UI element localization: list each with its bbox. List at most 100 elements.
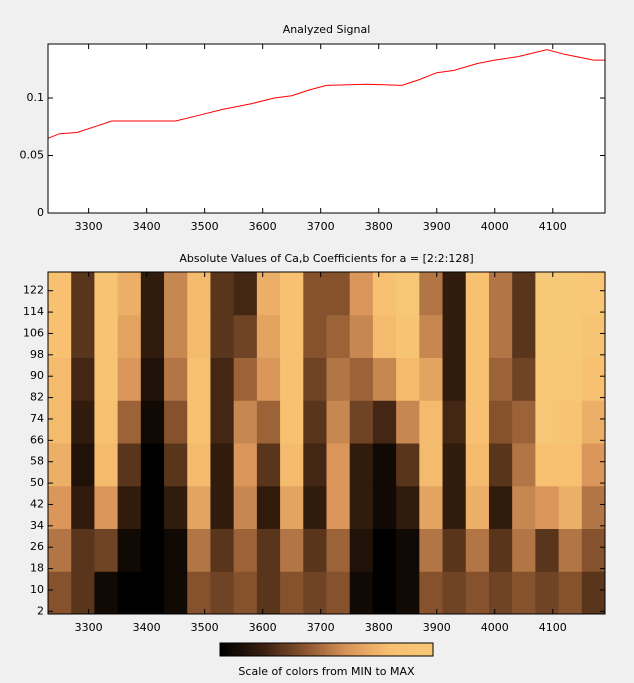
colorbar-swatch [386, 643, 391, 656]
heatmap-cell [140, 528, 165, 572]
heatmap-cell [488, 314, 513, 358]
signal-line [47, 49, 605, 139]
heatmap-cell [48, 485, 72, 529]
colorbar-swatch [343, 643, 347, 656]
heatmap-cell [372, 528, 397, 572]
heatmap-cell [372, 272, 397, 316]
heatmap-cell [117, 485, 142, 529]
heatmap-cell [465, 272, 490, 316]
heatmap-cell [94, 357, 119, 401]
colorbar-swatch [366, 643, 371, 656]
heatmap-cell [256, 571, 281, 615]
heatmap-cell [117, 314, 142, 358]
heatmap-cell [280, 357, 304, 401]
x-tick-label: 4000 [481, 621, 509, 634]
colorbar-swatch [233, 643, 238, 656]
heatmap-cell [48, 357, 72, 401]
heatmap-cell [140, 400, 165, 444]
heatmap-cell [210, 400, 235, 444]
heatmap-cell [535, 443, 560, 487]
heatmap-cell [140, 485, 165, 529]
chart-title: Absolute Values of Ca,b Coefficients for… [179, 252, 473, 265]
heatmap-cell [256, 357, 281, 401]
heatmap-cell [256, 443, 281, 487]
heatmap-cell [210, 485, 235, 529]
heatmap-cell [581, 443, 606, 487]
heatmap-cell [512, 357, 536, 401]
heatmap-cell [372, 571, 397, 615]
heatmap-cell [372, 443, 397, 487]
heatmap-cell [558, 528, 583, 572]
colorbar-swatch [376, 643, 381, 656]
heatmap-cell [535, 485, 560, 529]
heatmap-cell [48, 400, 72, 444]
colorbar-swatch [353, 643, 357, 656]
heatmap-cell [558, 357, 583, 401]
y-tick-label: 10 [30, 583, 44, 596]
x-tick-label: 3500 [191, 621, 219, 634]
heatmap-cell [71, 272, 95, 316]
heatmap-cell [465, 528, 490, 572]
heatmap-cell [581, 400, 606, 444]
heatmap-cell [558, 272, 583, 316]
colorbar-swatch [303, 643, 308, 656]
y-tick-label: 2 [37, 604, 44, 617]
heatmap-cell [140, 272, 165, 316]
heatmap-cell [326, 485, 351, 529]
heatmap-cell [512, 272, 536, 316]
heatmap-cell [349, 357, 374, 401]
heatmap-cell [581, 314, 606, 358]
heatmap-cell [94, 528, 119, 572]
heatmap-cell [442, 485, 467, 529]
heatmap-cell [187, 357, 211, 401]
heatmap-cell [581, 272, 606, 316]
y-tick-label: 0.05 [20, 149, 45, 162]
heatmap-cell [256, 314, 281, 358]
heatmap-cell [233, 571, 258, 615]
colorbar-swatch [396, 643, 401, 656]
heatmap-cell [303, 443, 327, 487]
heatmap-cell [94, 272, 119, 316]
heatmap-cell [71, 357, 95, 401]
heatmap-cell [535, 400, 560, 444]
axes-frame [47, 43, 606, 214]
colorbar-swatch [369, 643, 374, 656]
colorbar-swatch [249, 643, 254, 656]
heatmap-cell [48, 443, 72, 487]
heatmap-cell [164, 571, 188, 615]
heatmap-cell [442, 314, 467, 358]
heatmap-cell [187, 571, 211, 615]
heatmap-cell [187, 272, 211, 316]
heatmap-cell [326, 272, 351, 316]
heatmap-cell [488, 443, 513, 487]
heatmap-cell [117, 443, 142, 487]
x-tick-label: 3700 [307, 621, 335, 634]
colorbar-swatch [393, 643, 397, 656]
colorbar-swatch [313, 643, 318, 656]
heatmap-cell [164, 485, 188, 529]
x-tick-label: 4000 [481, 220, 509, 233]
heatmap-cell [465, 400, 490, 444]
colorbar-swatch [263, 643, 268, 656]
heatmap-cell [512, 571, 536, 615]
colorbar-swatch [293, 643, 298, 656]
colorbar-swatch [419, 643, 424, 656]
heatmap-cell [558, 314, 583, 358]
y-tick-label: 82 [30, 391, 44, 404]
x-tick-label: 3500 [191, 220, 219, 233]
heatmap-cell [256, 485, 281, 529]
heatmap-cell [488, 272, 513, 316]
colorbar-swatch [356, 643, 361, 656]
heatmap-cell [280, 272, 304, 316]
heatmap-cell [48, 314, 72, 358]
heatmap-cell [187, 400, 211, 444]
heatmap-cell [94, 314, 119, 358]
colorbar-swatch [316, 643, 321, 656]
heatmap-cell [71, 528, 95, 572]
heatmap-cell [94, 485, 119, 529]
colorbar-swatch [279, 643, 284, 656]
y-tick-label: 98 [30, 348, 44, 361]
colorbar-frame [219, 642, 434, 657]
heatmap-cell [372, 400, 397, 444]
